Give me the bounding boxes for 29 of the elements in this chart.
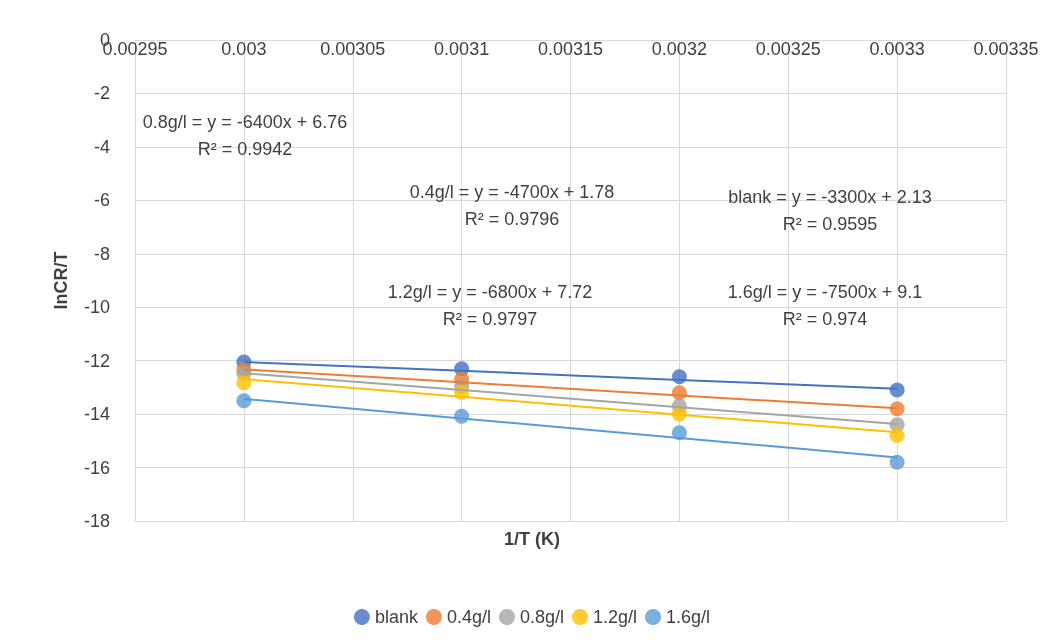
y-tick-label: -18: [83, 511, 110, 531]
y-tick-label: -14: [83, 404, 110, 425]
y-tick-label: -2: [93, 83, 110, 104]
legend-label: 1.6g/l: [666, 607, 711, 627]
y-tick-label: -16: [83, 457, 110, 478]
x-tick-label: 0.00315: [537, 39, 604, 59]
x-tick-label: 0.003: [221, 39, 267, 59]
x-tick-label: 0.0032: [651, 39, 707, 59]
y-axis-title: lnCR/T: [51, 251, 71, 310]
annotation: 1.2g/l = y = -6800x + 7.72 R² = 0.9797: [387, 281, 593, 329]
annotation: 0.8g/l = y = -6400x + 6.76 R² = 0.9942: [142, 111, 348, 159]
y-tick-label: -10: [83, 297, 110, 318]
legend-label: blank: [374, 607, 419, 627]
annotation: blank = y = -3300x + 2.13 R² = 0.9595: [728, 186, 932, 234]
x-tick-label: 0.00325: [755, 39, 821, 59]
x-axis-title: 1/T (K): [504, 529, 560, 549]
legend-label: 0.8g/l: [519, 607, 565, 627]
annotation: 1.6g/l = y = -7500x + 9.1 R² = 0.974: [727, 281, 923, 329]
x-tick-label: 0.0031: [434, 39, 490, 59]
y-tick-label: -8: [93, 243, 110, 264]
x-tick-label: 0.00305: [320, 39, 386, 59]
x-tick-label: 0.00335: [973, 39, 1039, 59]
legend-label: 1.2g/l: [593, 607, 638, 627]
x-tick-label: 0.0033: [869, 39, 925, 59]
legend-label: 0.4g/l: [446, 607, 491, 627]
y-tick-label: -4: [93, 136, 110, 157]
y-tick-label: -6: [93, 190, 110, 211]
annotation: 0.4g/l = y = -4700x + 1.78 R² = 0.9796: [409, 181, 615, 229]
y-tick-label: -12: [83, 350, 110, 371]
